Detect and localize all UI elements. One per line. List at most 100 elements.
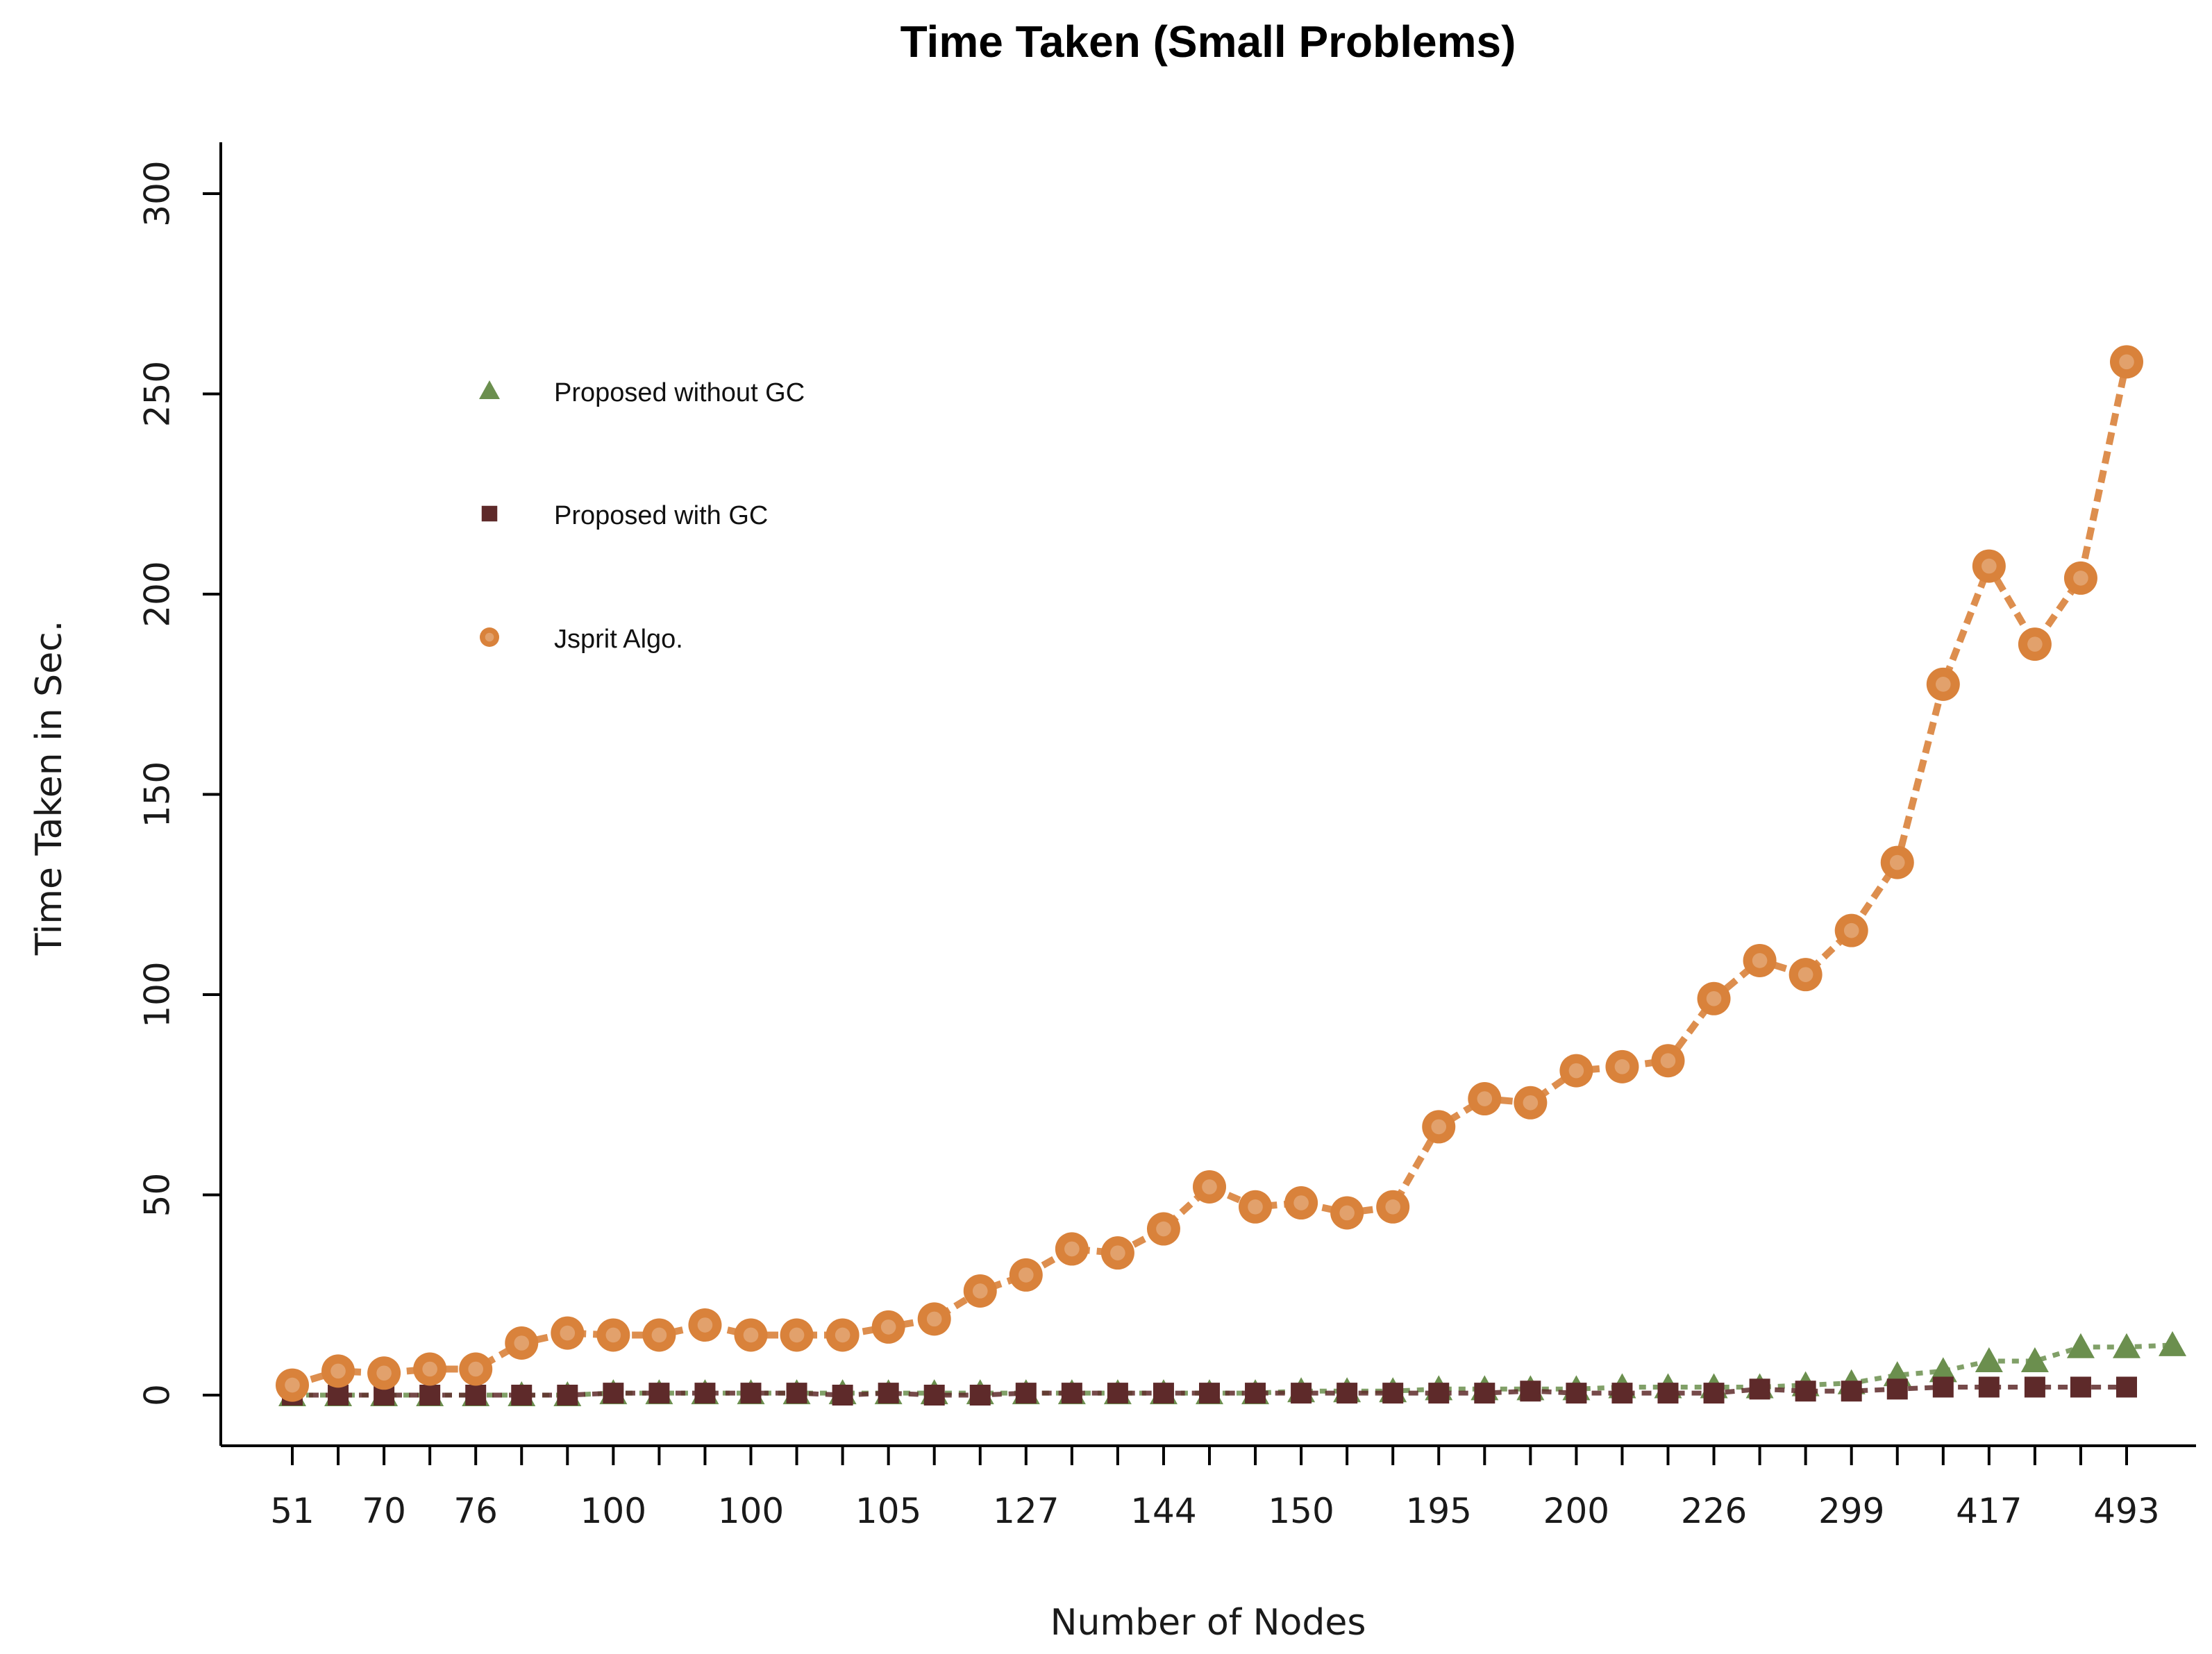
data-point-circle (963, 1274, 997, 1308)
data-point-circle-fill (1100, 1236, 1134, 1270)
data-point-circle-fill (871, 1310, 905, 1344)
y-tick-label: 250 (137, 361, 178, 427)
data-point-circle-highlight (376, 1365, 392, 1381)
data-point-square (1153, 1383, 1174, 1404)
data-point-circle (2063, 561, 2097, 595)
data-point-square (878, 1383, 899, 1404)
series-1 (282, 1376, 2137, 1406)
y-tick-label: 0 (137, 1384, 178, 1406)
legend-label: Proposed with GC (554, 501, 768, 530)
data-point-circle-fill (1651, 1044, 1685, 1078)
data-point-square (1382, 1383, 1404, 1404)
data-point-square (557, 1385, 578, 1406)
data-point-circle (2110, 345, 2143, 379)
y-axis: 0 50 100 150 200 250 300 (137, 142, 222, 1446)
data-point-circle-highlight (1798, 967, 1813, 982)
x-axis-label: Number of Nodes (1050, 1602, 1366, 1644)
data-point-square (1566, 1383, 1587, 1404)
data-point-circle-highlight (2027, 636, 2043, 652)
data-point-circle-fill (1376, 1190, 1410, 1224)
data-point-circle (917, 1302, 951, 1336)
data-point-circle (1880, 845, 1914, 879)
data-point-circle-highlight (835, 1327, 851, 1343)
data-point-circle-fill (780, 1318, 814, 1352)
data-point-circle (734, 1318, 768, 1352)
data-point-circle (780, 1318, 814, 1352)
data-point-circle-highlight (880, 1319, 896, 1335)
data-point-circle-highlight (605, 1327, 621, 1343)
data-point-circle-highlight (468, 1361, 483, 1377)
data-point-circle (1697, 981, 1731, 1015)
data-point-circle-fill (1972, 549, 2006, 583)
legend-label: Proposed without GC (554, 378, 805, 407)
data-point-circle (1239, 1190, 1273, 1224)
data-point-circle-fill (1743, 943, 1777, 977)
data-point-circle-highlight (2073, 571, 2088, 586)
data-point-circle-fill (1009, 1258, 1043, 1292)
data-point-circle-fill (459, 1352, 493, 1386)
data-point-square (1932, 1376, 1954, 1398)
data-point-circle-fill (1239, 1190, 1273, 1224)
data-point-triangle (479, 380, 500, 399)
data-point-circle-highlight (1064, 1241, 1080, 1257)
data-point-circle-fill (734, 1318, 768, 1352)
data-point-circle-fill (1880, 845, 1914, 879)
data-point-circle (1009, 1258, 1043, 1292)
data-point-triangle (2066, 1333, 2095, 1358)
x-tick-label: 127 (993, 1491, 1059, 1531)
y-tick-label: 300 (137, 160, 178, 226)
x-tick-label: 105 (855, 1491, 921, 1531)
data-point-square (511, 1385, 533, 1406)
data-point-circle-fill (321, 1354, 355, 1388)
data-point-circle-fill (1697, 981, 1731, 1015)
data-point-circle (826, 1318, 860, 1352)
data-point-square (1611, 1383, 1633, 1404)
data-point-square (1199, 1383, 1220, 1404)
data-point-circle-highlight (1248, 1199, 1263, 1215)
data-point-square (419, 1385, 441, 1406)
data-point-square (603, 1383, 624, 1404)
y-tick-label: 150 (137, 761, 178, 827)
x-tick-label: 417 (1956, 1491, 2022, 1531)
data-point-circle-highlight (1752, 953, 1768, 968)
x-tick-label: 493 (2093, 1491, 2159, 1531)
y-tick-label: 50 (137, 1173, 178, 1217)
data-point-circle (871, 1310, 905, 1344)
data-point-square (1520, 1381, 1541, 1402)
data-point-circle-highlight (651, 1327, 667, 1343)
data-point-square (1841, 1381, 1862, 1402)
data-point-circle (1422, 1110, 1456, 1144)
x-tick-label: 100 (718, 1491, 784, 1531)
data-point-square (1291, 1383, 1312, 1404)
data-point-circle (642, 1318, 676, 1352)
data-point-square (740, 1383, 762, 1404)
chart-title: Time Taken (Small Problems) (900, 17, 1516, 67)
data-point-circle-fill (963, 1274, 997, 1308)
y-tick-label: 100 (137, 961, 178, 1027)
plot-area (276, 345, 2187, 1406)
data-point-square (1245, 1383, 1266, 1404)
data-point-circle-highlight (1019, 1267, 1034, 1283)
data-point-circle-highlight (1614, 1059, 1630, 1074)
data-point-square (1061, 1383, 1082, 1404)
data-point-circle-fill (1926, 667, 1960, 701)
data-point-circle-fill (688, 1308, 722, 1342)
data-point-circle (688, 1308, 722, 1342)
legend: Proposed without GC Proposed with GC Jspri… (479, 378, 805, 654)
data-point-circle-highlight (1431, 1119, 1447, 1135)
data-point-circle (276, 1368, 309, 1402)
data-point-circle-highlight (1385, 1199, 1400, 1215)
x-tick-label: 226 (1681, 1491, 1747, 1531)
data-point-square (1107, 1383, 1128, 1404)
x-tick-label: 76 (453, 1491, 498, 1531)
data-point-circle-fill (1330, 1196, 1364, 1230)
data-point-circle-highlight (789, 1327, 805, 1343)
data-point-circle-fill (367, 1356, 401, 1390)
data-point-circle-highlight (485, 632, 494, 642)
data-point-circle-highlight (1202, 1179, 1217, 1195)
data-point-circle (1146, 1212, 1180, 1246)
data-point-circle-fill (2018, 627, 2052, 661)
data-point-circle-highlight (1523, 1095, 1539, 1111)
data-point-square (2024, 1376, 2045, 1398)
x-tick-label: 51 (270, 1491, 315, 1531)
